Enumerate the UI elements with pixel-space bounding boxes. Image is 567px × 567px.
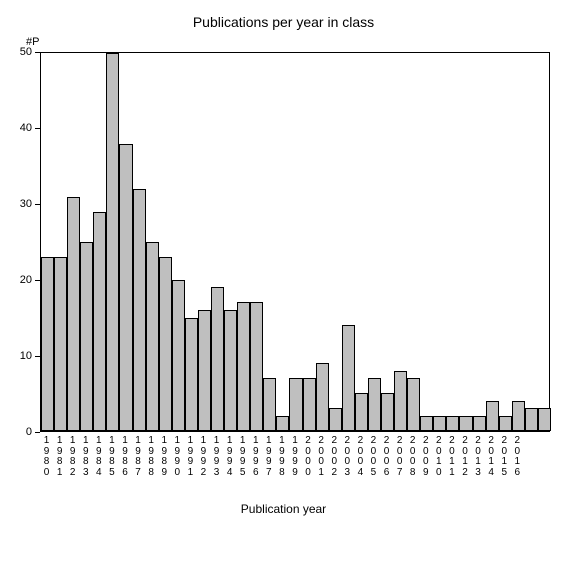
x-tick-label: 2012	[458, 436, 471, 478]
bar	[106, 53, 119, 431]
x-tick-label: 1998	[275, 436, 288, 478]
y-tick-label: 0	[10, 426, 32, 438]
x-tick-label: 1996	[249, 436, 262, 478]
y-tick-label: 30	[10, 198, 32, 210]
bar	[473, 416, 486, 431]
x-tick-label: 1984	[92, 436, 105, 478]
y-tick	[35, 432, 40, 433]
bar	[185, 318, 198, 431]
bar	[93, 212, 106, 431]
x-tick-label: 2009	[419, 436, 432, 478]
bar	[355, 393, 368, 431]
x-tick-label: 2016	[511, 436, 524, 478]
x-tick-label: 1993	[210, 436, 223, 478]
bar	[381, 393, 394, 431]
bar	[420, 416, 433, 431]
x-tick-label: 1994	[223, 436, 236, 478]
x-tick-label: 2005	[367, 436, 380, 478]
x-tick-label: 1988	[145, 436, 158, 478]
bar	[433, 416, 446, 431]
bar	[486, 401, 499, 431]
y-tick-label: 20	[10, 274, 32, 286]
x-tick-label: 1982	[66, 436, 79, 478]
bar	[198, 310, 211, 431]
x-tick-label: 2014	[485, 436, 498, 478]
x-tick-label: 1997	[262, 436, 275, 478]
x-tick-label: 1986	[118, 436, 131, 478]
x-tick-label: 1985	[105, 436, 118, 478]
bar	[172, 280, 185, 431]
bar	[54, 257, 67, 431]
bar	[538, 408, 551, 431]
bar	[250, 302, 263, 431]
bar	[316, 363, 329, 431]
x-tick-label: 2003	[341, 436, 354, 478]
bar	[133, 189, 146, 431]
x-tick-label: 1999	[288, 436, 301, 478]
x-tick-label: 1992	[197, 436, 210, 478]
bar	[119, 144, 132, 431]
y-tick	[35, 280, 40, 281]
bar	[276, 416, 289, 431]
x-tick-label: 2004	[354, 436, 367, 478]
bar	[525, 408, 538, 431]
x-tick-label: 1981	[53, 436, 66, 478]
x-tick-label: 1980	[40, 436, 53, 478]
y-tick	[35, 204, 40, 205]
x-axis-title: Publication year	[0, 502, 567, 516]
publications-bar-chart: Publications per year in class #P 010203…	[0, 0, 567, 567]
x-tick-label: 1991	[184, 436, 197, 478]
y-tick-label: 50	[10, 46, 32, 58]
y-tick	[35, 128, 40, 129]
bar	[159, 257, 172, 431]
bar	[407, 378, 420, 431]
bar	[303, 378, 316, 431]
bar	[289, 378, 302, 431]
plot-area	[40, 52, 550, 432]
bar	[446, 416, 459, 431]
x-tick-label: 2006	[380, 436, 393, 478]
bar	[329, 408, 342, 431]
x-tick-label: 2013	[472, 436, 485, 478]
bar	[41, 257, 54, 431]
bar	[512, 401, 525, 431]
x-tick-label: 2010	[432, 436, 445, 478]
bar	[499, 416, 512, 431]
y-tick	[35, 356, 40, 357]
bar-series	[41, 53, 549, 431]
chart-title: Publications per year in class	[0, 14, 567, 30]
x-tick-label: 2015	[498, 436, 511, 478]
bar	[224, 310, 237, 431]
x-tick-label: 2000	[302, 436, 315, 478]
x-axis-labels: 1980198119821983198419851986198719881989…	[40, 436, 550, 506]
x-tick-label: 1987	[132, 436, 145, 478]
x-tick-label: 2011	[445, 436, 458, 478]
bar	[342, 325, 355, 431]
x-tick-label: 1990	[171, 436, 184, 478]
bar	[459, 416, 472, 431]
bar	[211, 287, 224, 431]
y-tick	[35, 52, 40, 53]
x-tick-label: 2001	[315, 436, 328, 478]
x-tick-label: 2008	[406, 436, 419, 478]
bar	[146, 242, 159, 431]
x-tick-label: 2007	[393, 436, 406, 478]
y-tick-label: 40	[10, 122, 32, 134]
bar	[368, 378, 381, 431]
bar	[237, 302, 250, 431]
x-tick-label: 2002	[328, 436, 341, 478]
bar	[80, 242, 93, 431]
x-tick-label: 1989	[158, 436, 171, 478]
bar	[394, 371, 407, 431]
x-tick-label: 1983	[79, 436, 92, 478]
x-tick-label: 1995	[236, 436, 249, 478]
y-tick-label: 10	[10, 350, 32, 362]
bar	[263, 378, 276, 431]
bar	[67, 197, 80, 431]
